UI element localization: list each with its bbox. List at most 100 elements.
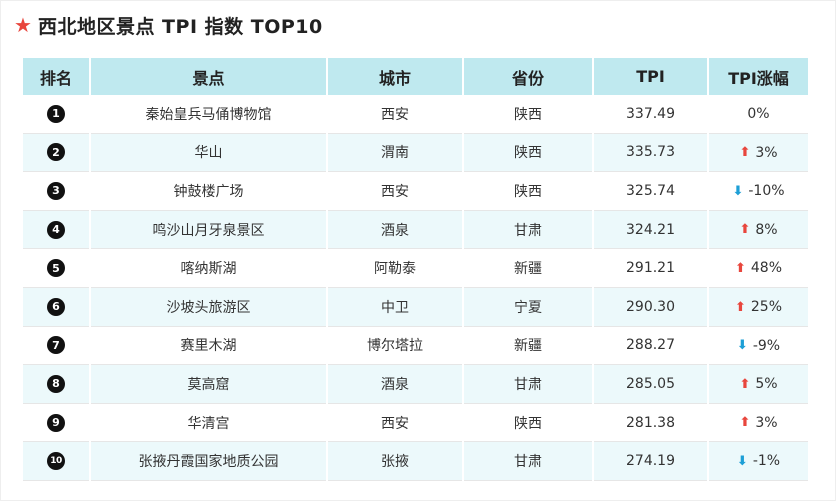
column-header-tpi-change: TPI涨幅	[709, 58, 808, 95]
cell-rank: 5	[23, 249, 89, 288]
table-row: 4 鸣沙山月牙泉景区 酒泉 甘肃 324.21 ⬆ 8%	[23, 210, 808, 250]
change-value: -9%	[752, 337, 781, 354]
cell-tpi-change: ⬆ 8%	[709, 210, 808, 250]
cell-tpi: 281.38	[594, 404, 707, 443]
cell-city: 中卫	[328, 287, 462, 327]
cell-attraction: 华清宫	[91, 404, 326, 443]
table-row: 10 张掖丹霞国家地质公园 张掖 甘肃 274.19 ⬇ -1%	[23, 442, 808, 481]
rank-badge: 4	[47, 220, 65, 239]
cell-attraction: 莫高窟	[91, 365, 326, 404]
cell-rank: 9	[23, 404, 89, 443]
table-body: 1 秦始皇兵马俑博物馆 西安 陕西 337.49 0% 2 华山 渭南 陕西 335.73 ⬆ 3% 3 钟…	[23, 95, 808, 481]
arrow-down-icon: ⬇	[736, 453, 748, 469]
cell-tpi-change: ⬆ 25%	[709, 287, 808, 327]
arrow-up-icon: ⬆	[739, 145, 751, 161]
cell-rank: 8	[23, 365, 89, 404]
arrow-up-icon: ⬆	[739, 415, 751, 431]
cell-tpi-change: ⬆ 3%	[709, 404, 808, 443]
star-icon: ★	[14, 13, 32, 37]
change-value: -1%	[752, 453, 781, 470]
cell-tpi: 335.73	[594, 133, 707, 173]
change-wrapper: ⬆ 8%	[739, 222, 777, 238]
cell-tpi-change: ⬆ 48%	[709, 249, 808, 288]
cell-attraction: 鸣沙山月牙泉景区	[91, 210, 326, 250]
rank-badge: 1	[47, 104, 65, 123]
change-value: 5%	[755, 376, 778, 393]
title-row: ★ 西北地区景点 TPI 指数 TOP10	[14, 11, 323, 39]
cell-tpi: 274.19	[594, 442, 707, 481]
table-header-row: 排名 景点 城市 省份 TPI TPI涨幅	[23, 58, 808, 95]
rank-badge: 10	[47, 452, 65, 471]
change-value: 3%	[755, 144, 778, 161]
cell-province: 新疆	[464, 249, 592, 288]
cell-attraction: 华山	[91, 133, 326, 173]
table-row: 7 赛里木湖 博尔塔拉 新疆 288.27 ⬇ -9%	[23, 327, 808, 366]
cell-city: 张掖	[328, 442, 462, 481]
cell-province: 陕西	[464, 172, 592, 211]
cell-city: 渭南	[328, 133, 462, 173]
rank-badge: 2	[47, 143, 65, 162]
cell-attraction: 秦始皇兵马俑博物馆	[91, 95, 326, 134]
cell-tpi: 291.21	[594, 249, 707, 288]
page-title: 西北地区景点 TPI 指数 TOP10	[37, 15, 323, 38]
column-header-tpi: TPI	[594, 58, 707, 95]
cell-tpi: 324.21	[594, 210, 707, 250]
change-wrapper: ⬇ -10%	[732, 183, 784, 199]
column-header-attraction: 景点	[91, 58, 326, 95]
rank-badge: 9	[47, 413, 65, 432]
cell-province: 甘肃	[464, 442, 592, 481]
change-value: 0%	[747, 105, 770, 122]
table-row: 9 华清宫 西安 陕西 281.38 ⬆ 3%	[23, 404, 808, 443]
cell-attraction: 沙坡头旅游区	[91, 287, 326, 327]
cell-tpi: 288.27	[594, 327, 707, 366]
rank-badge: 7	[47, 336, 65, 355]
cell-tpi: 285.05	[594, 365, 707, 404]
cell-tpi: 325.74	[594, 172, 707, 211]
cell-tpi-change: ⬇ -1%	[709, 442, 808, 481]
change-wrapper: ⬇ -1%	[737, 453, 780, 469]
cell-tpi: 337.49	[594, 95, 707, 134]
change-wrapper: ⬆ 3%	[739, 415, 777, 431]
table-row: 2 华山 渭南 陕西 335.73 ⬆ 3%	[23, 133, 808, 173]
column-header-city: 城市	[328, 58, 462, 95]
arrow-up-icon: ⬆	[734, 299, 746, 315]
arrow-up-icon: ⬆	[739, 222, 751, 238]
cell-province: 陕西	[464, 95, 592, 134]
change-wrapper: ⬇ -9%	[737, 338, 780, 354]
cell-province: 陕西	[464, 133, 592, 173]
table-row: 8 莫高窟 酒泉 甘肃 285.05 ⬆ 5%	[23, 365, 808, 404]
cell-tpi-change: ⬇ -9%	[709, 327, 808, 366]
table-row: 6 沙坡头旅游区 中卫 宁夏 290.30 ⬆ 25%	[23, 287, 808, 327]
change-value: 25%	[750, 299, 783, 316]
cell-rank: 4	[23, 210, 89, 250]
cell-province: 新疆	[464, 327, 592, 366]
change-value: 8%	[755, 221, 778, 238]
cell-rank: 1	[23, 95, 89, 134]
cell-city: 酒泉	[328, 365, 462, 404]
ranking-table: 排名 景点 城市 省份 TPI TPI涨幅 1 秦始皇兵马俑博物馆 西安 陕西 337.…	[21, 58, 810, 481]
cell-attraction: 张掖丹霞国家地质公园	[91, 442, 326, 481]
table-row: 1 秦始皇兵马俑博物馆 西安 陕西 337.49 0%	[23, 95, 808, 134]
cell-city: 西安	[328, 95, 462, 134]
cell-city: 西安	[328, 172, 462, 211]
cell-city: 阿勒泰	[328, 249, 462, 288]
cell-rank: 3	[23, 172, 89, 211]
arrow-up-icon: ⬆	[734, 260, 746, 276]
rank-badge: 6	[47, 297, 65, 316]
table-row: 3 钟鼓楼广场 西安 陕西 325.74 ⬇ -10%	[23, 172, 808, 211]
cell-rank: 7	[23, 327, 89, 366]
cell-province: 甘肃	[464, 210, 592, 250]
change-wrapper: ⬆ 48%	[735, 260, 782, 276]
cell-province: 宁夏	[464, 287, 592, 327]
cell-tpi-change: ⬆ 5%	[709, 365, 808, 404]
cell-tpi-change: ⬆ 3%	[709, 133, 808, 173]
cell-city: 酒泉	[328, 210, 462, 250]
arrow-down-icon: ⬇	[732, 183, 744, 199]
cell-rank: 10	[23, 442, 89, 481]
table-row: 5 喀纳斯湖 阿勒泰 新疆 291.21 ⬆ 48%	[23, 249, 808, 288]
column-header-province: 省份	[464, 58, 592, 95]
change-wrapper: 0%	[747, 106, 769, 122]
column-header-rank: 排名	[23, 58, 89, 95]
arrow-down-icon: ⬇	[736, 338, 748, 354]
cell-city: 西安	[328, 404, 462, 443]
